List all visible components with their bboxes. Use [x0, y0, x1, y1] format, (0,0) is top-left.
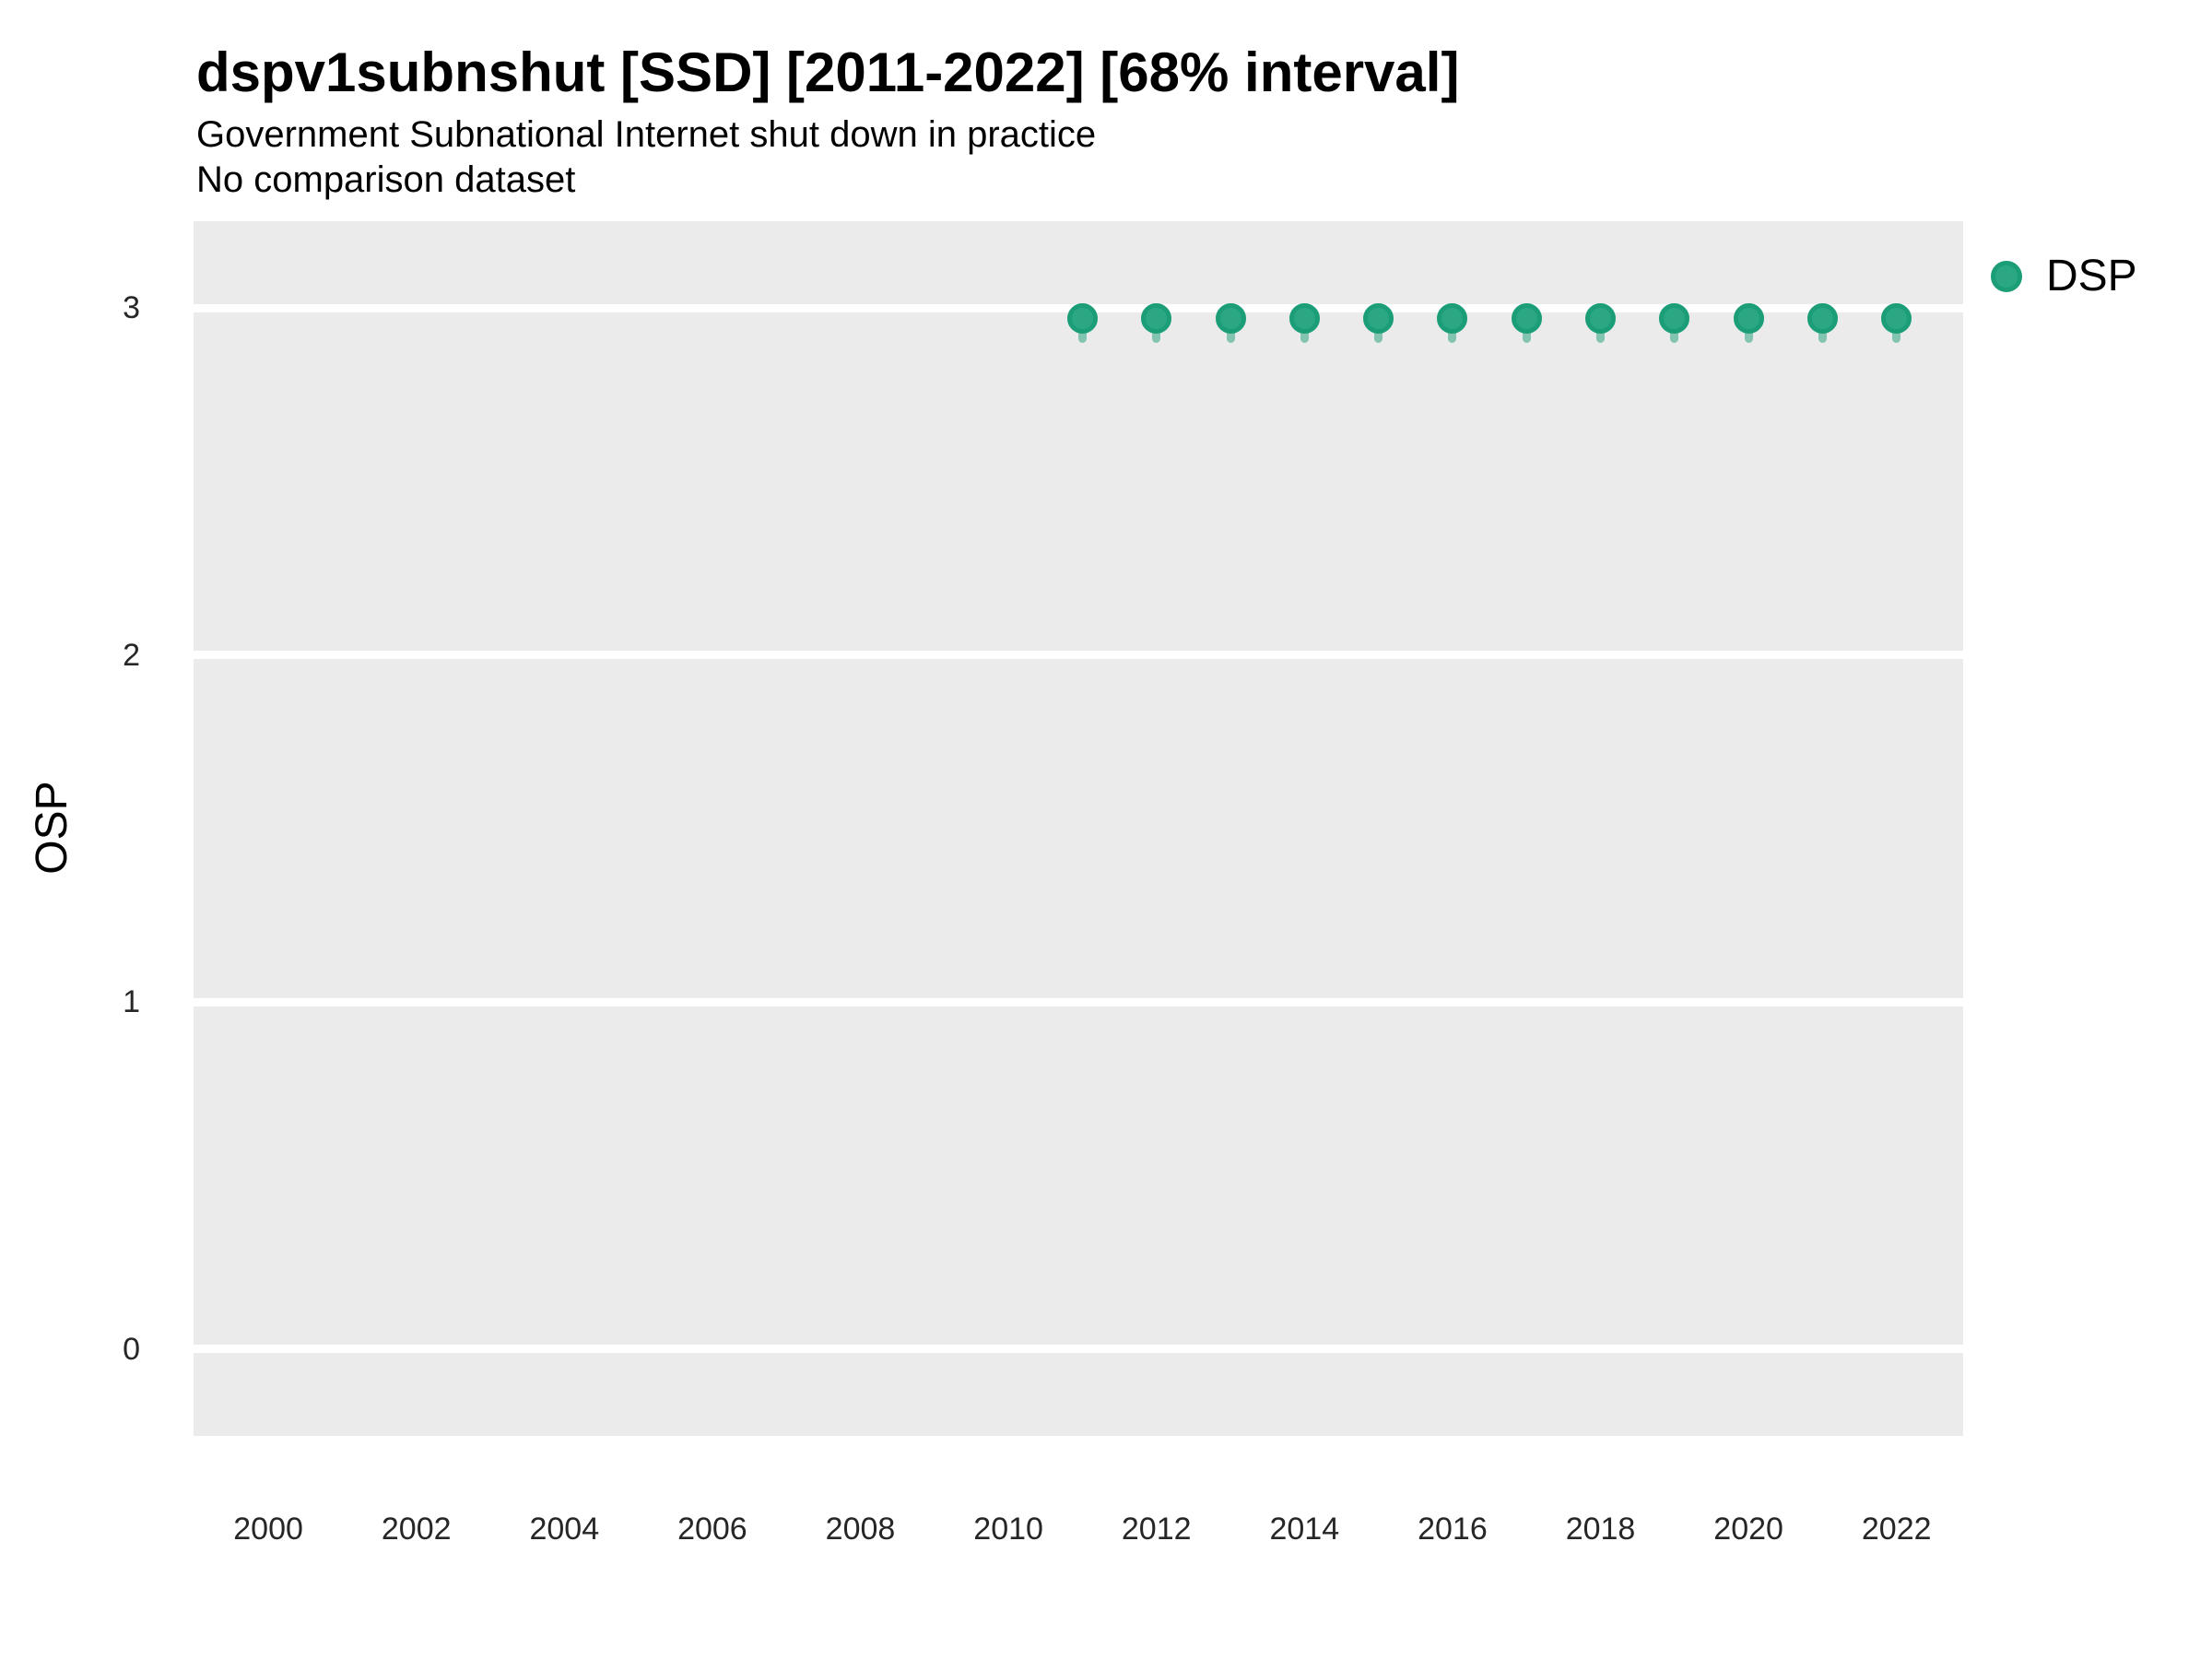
chart-subtitle: Government Subnational Internet shut dow…: [196, 114, 1097, 155]
data-point-2019: [1659, 302, 1690, 334]
data-point-2011: [1066, 302, 1098, 334]
chart-title: dspv1subnshut [SSD] [2011-2022] [68% int…: [196, 41, 1460, 103]
x-tick-label: 2000: [233, 1512, 303, 1547]
legend: DSP: [1991, 254, 2137, 299]
plot-panel: [194, 221, 1963, 1436]
x-tick-label: 2006: [677, 1512, 747, 1547]
y-tick-label: 3: [123, 290, 140, 326]
x-tick-label: 2004: [529, 1512, 600, 1547]
data-point-2020: [1733, 302, 1764, 334]
data-point-2017: [1511, 302, 1542, 334]
data-point-2022: [1881, 302, 1912, 334]
data-point-2012: [1141, 302, 1172, 334]
data-point-2016: [1437, 302, 1468, 334]
x-tick-label: 2012: [1121, 1512, 1192, 1547]
y-tick-label: 2: [123, 637, 140, 673]
x-tick-label: 2008: [825, 1512, 896, 1547]
major-gridline-y-0: [194, 1345, 1963, 1354]
y-tick-label: 1: [123, 984, 140, 1020]
data-point-2021: [1806, 302, 1838, 334]
chart-note: No comparison dataset: [196, 159, 576, 200]
major-gridline-y-2: [194, 651, 1963, 660]
legend-point-swatch: [1991, 261, 2022, 292]
y-axis-title: OSP: [28, 781, 76, 875]
data-point-2015: [1363, 302, 1394, 334]
y-tick-label: 0: [123, 1331, 140, 1367]
x-tick-label: 2016: [1418, 1512, 1488, 1547]
x-tick-label: 2022: [1861, 1512, 1932, 1547]
data-point-2013: [1215, 302, 1246, 334]
x-tick-label: 2002: [381, 1512, 452, 1547]
x-tick-label: 2010: [973, 1512, 1043, 1547]
x-tick-label: 2018: [1565, 1512, 1636, 1547]
data-point-2018: [1585, 302, 1617, 334]
major-gridline-y-1: [194, 997, 1963, 1006]
x-tick-label: 2020: [1713, 1512, 1783, 1547]
legend-label: DSP: [2046, 252, 2137, 300]
x-tick-label: 2014: [1269, 1512, 1340, 1547]
data-point-2014: [1288, 302, 1320, 334]
